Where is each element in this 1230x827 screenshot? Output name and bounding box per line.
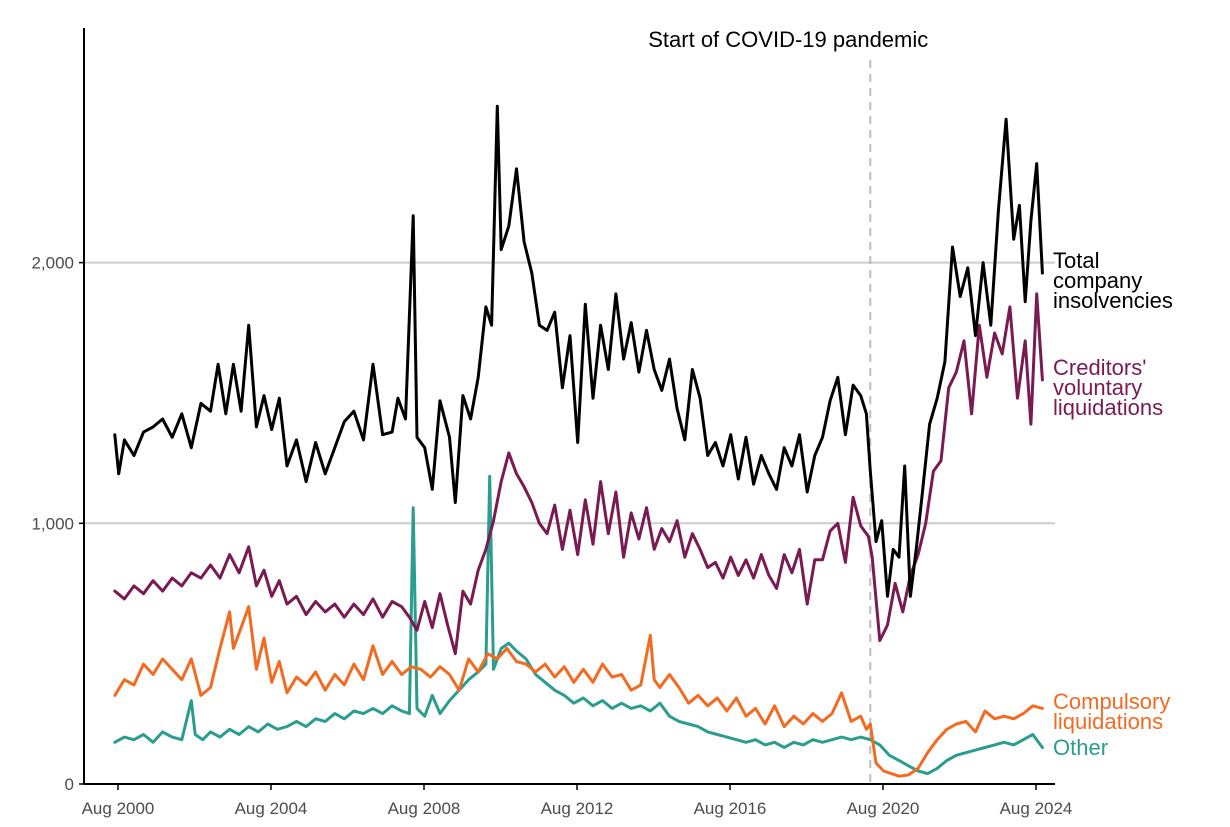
x-tick-label: Aug 2016 <box>694 799 767 818</box>
x-tick-label: Aug 2004 <box>235 799 308 818</box>
x-tick-label: Aug 2000 <box>82 799 155 818</box>
y-tick-label: 2,000 <box>31 254 74 273</box>
y-tick-label: 1,000 <box>31 514 74 533</box>
y-axis-ticks: 0 1,000 2,000 <box>31 254 84 794</box>
series-label-total-company-insolvencies: insolvencies <box>1053 288 1173 313</box>
gridlines <box>84 261 1055 525</box>
y-tick-label: 0 <box>65 775 74 794</box>
x-tick-label: Aug 2024 <box>1000 799 1073 818</box>
series-label-other: Other <box>1053 735 1108 760</box>
series-line-total-company-insolvencies <box>113 104 1044 598</box>
series-lines <box>113 104 1044 778</box>
series-label-creditors-voluntary-liquidations: liquidations <box>1053 395 1163 420</box>
series-label-creditors-voluntary-liquidations: Creditors' <box>1053 355 1146 380</box>
x-tick-label: Aug 2008 <box>388 799 461 818</box>
x-axis-ticks: Aug 2000 Aug 2004 Aug 2008 Aug 2012 Aug 2016… <box>82 784 1073 818</box>
series-label-total-company-insolvencies: company <box>1053 268 1142 293</box>
series-line-compulsory-liquidations <box>113 605 1044 778</box>
x-tick-label: Aug 2020 <box>847 799 920 818</box>
series-label-compulsory-liquidations: liquidations <box>1053 709 1163 734</box>
series-label-creditors-voluntary-liquidations: voluntary <box>1053 375 1142 400</box>
x-tick-label: Aug 2012 <box>541 799 614 818</box>
series-label-compulsory-liquidations: Compulsory <box>1053 689 1170 714</box>
series-label-total-company-insolvencies: Total <box>1053 248 1099 273</box>
series-line-other <box>113 474 1044 776</box>
covid-start-label: Start of COVID-19 pandemic <box>648 27 928 52</box>
series-line-creditors-voluntary-liquidations <box>113 292 1044 656</box>
